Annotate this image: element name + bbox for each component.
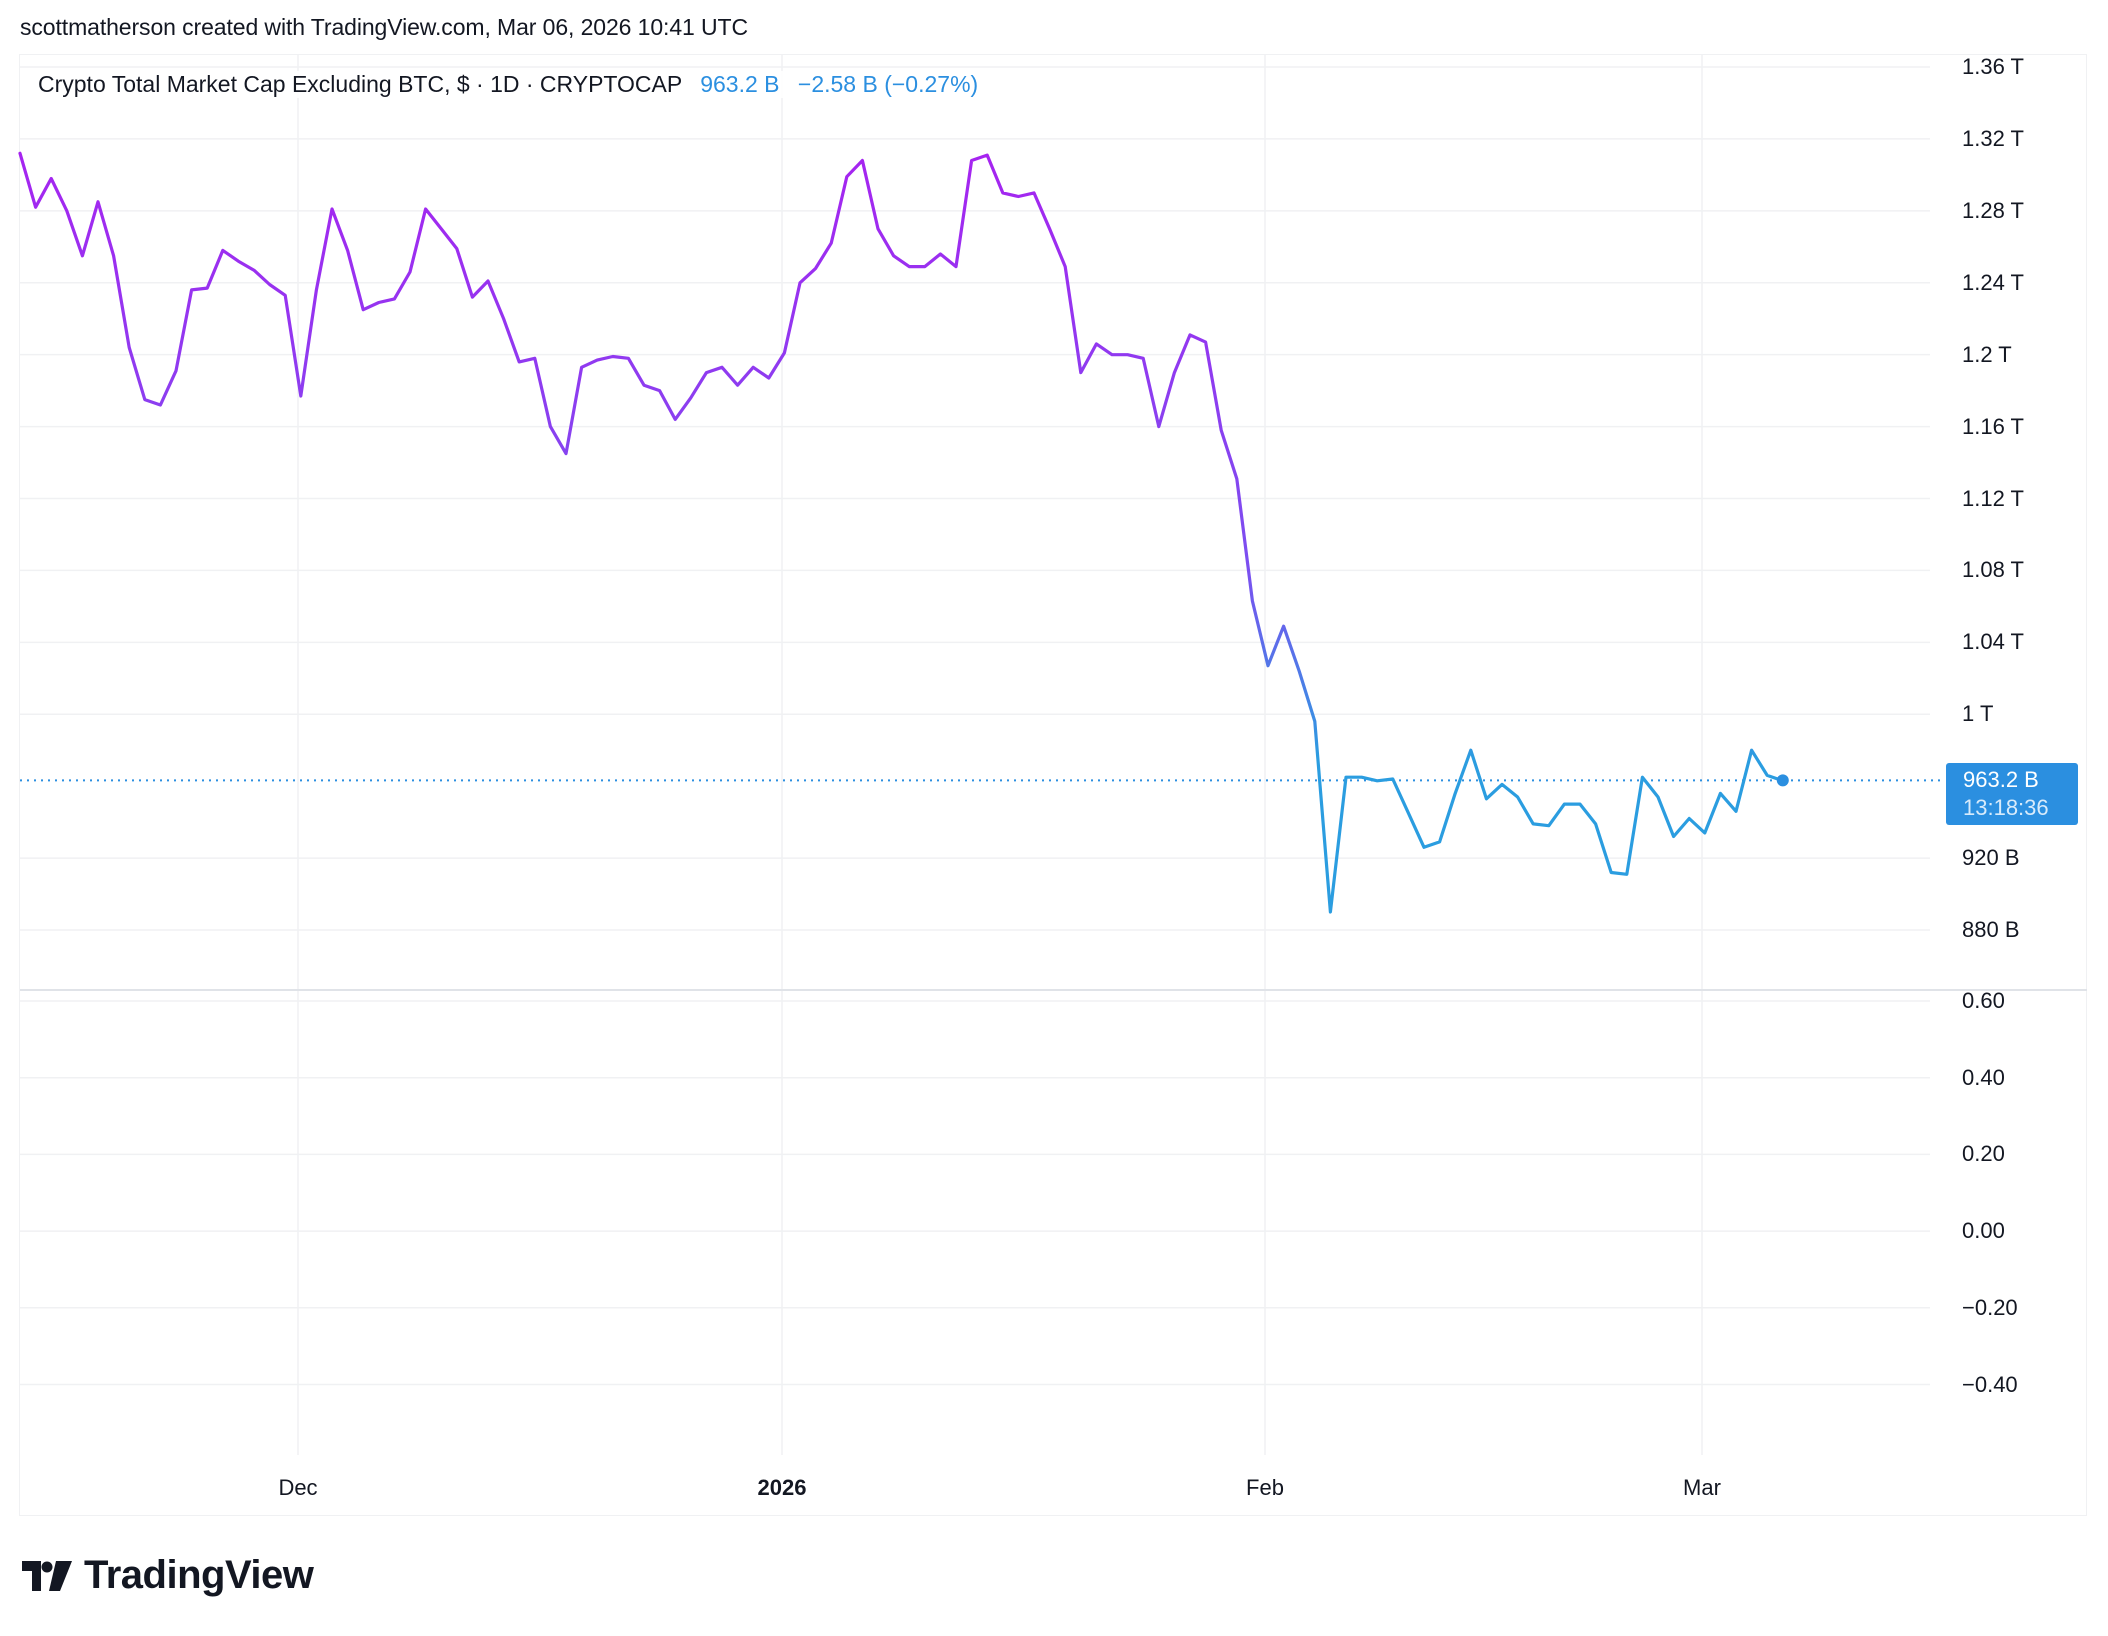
price-line — [18, 151, 1785, 914]
indicator-axis-label: −0.20 — [1962, 1294, 2018, 1320]
badge-price: 963.2 B — [1963, 767, 2039, 792]
price-axis-label: 1.36 T — [1962, 54, 2024, 79]
price-axis-label: 1.24 T — [1962, 269, 2024, 295]
indicator-axis-label: 0.40 — [1962, 1064, 2005, 1090]
indicator-axis-label: −0.40 — [1962, 1371, 2018, 1397]
price-axis-label: 1.12 T — [1962, 485, 2024, 511]
last-value: 963.2 B — [700, 71, 780, 97]
time-axis-label: 2026 — [757, 1475, 807, 1500]
price-axis-label: 920 B — [1962, 845, 2020, 871]
indicator-axis-label: 0.20 — [1962, 1141, 2005, 1167]
last-price-dot — [1776, 774, 1789, 787]
price-axis-label: 1.28 T — [1962, 197, 2024, 223]
time-axis-label: Dec — [278, 1475, 318, 1500]
time-axis-label: Mar — [1683, 1475, 1721, 1500]
time-axis-label: Feb — [1246, 1475, 1284, 1500]
price-axis-label: 1 T — [1962, 701, 1994, 727]
bar-countdown: 13:18:36 — [1963, 795, 2049, 820]
indicator-axis-label: 0.60 — [1962, 988, 2005, 1013]
price-axis-label: 1.32 T — [1962, 125, 2024, 151]
price-axis-label: 1.04 T — [1962, 629, 2024, 655]
tradingview-logo[interactable]: TradingView — [22, 1553, 314, 1598]
attribution-text: scottmatherson created with TradingView.… — [20, 14, 748, 40]
symbol-title: Crypto Total Market Cap Excluding BTC, $… — [38, 71, 682, 97]
price-change: −2.58 B (−0.27%) — [797, 71, 979, 97]
logo-text: TradingView — [84, 1553, 314, 1597]
price-axis-label: 1.08 T — [1962, 557, 2024, 583]
price-axis-label: 1.16 T — [1962, 413, 2024, 439]
grid-lines — [20, 55, 1930, 1455]
price-axis-label: 1.2 T — [1962, 341, 2012, 367]
tradingview-logo-icon — [22, 1560, 72, 1591]
price-axis-label: 880 B — [1962, 917, 2020, 942]
symbol-legend[interactable]: Crypto Total Market Cap Excluding BTC, $… — [36, 71, 981, 98]
indicator-axis-label: 0.00 — [1962, 1218, 2005, 1244]
last-price-badge: 963.2 B 13:18:36 — [1946, 763, 2078, 825]
